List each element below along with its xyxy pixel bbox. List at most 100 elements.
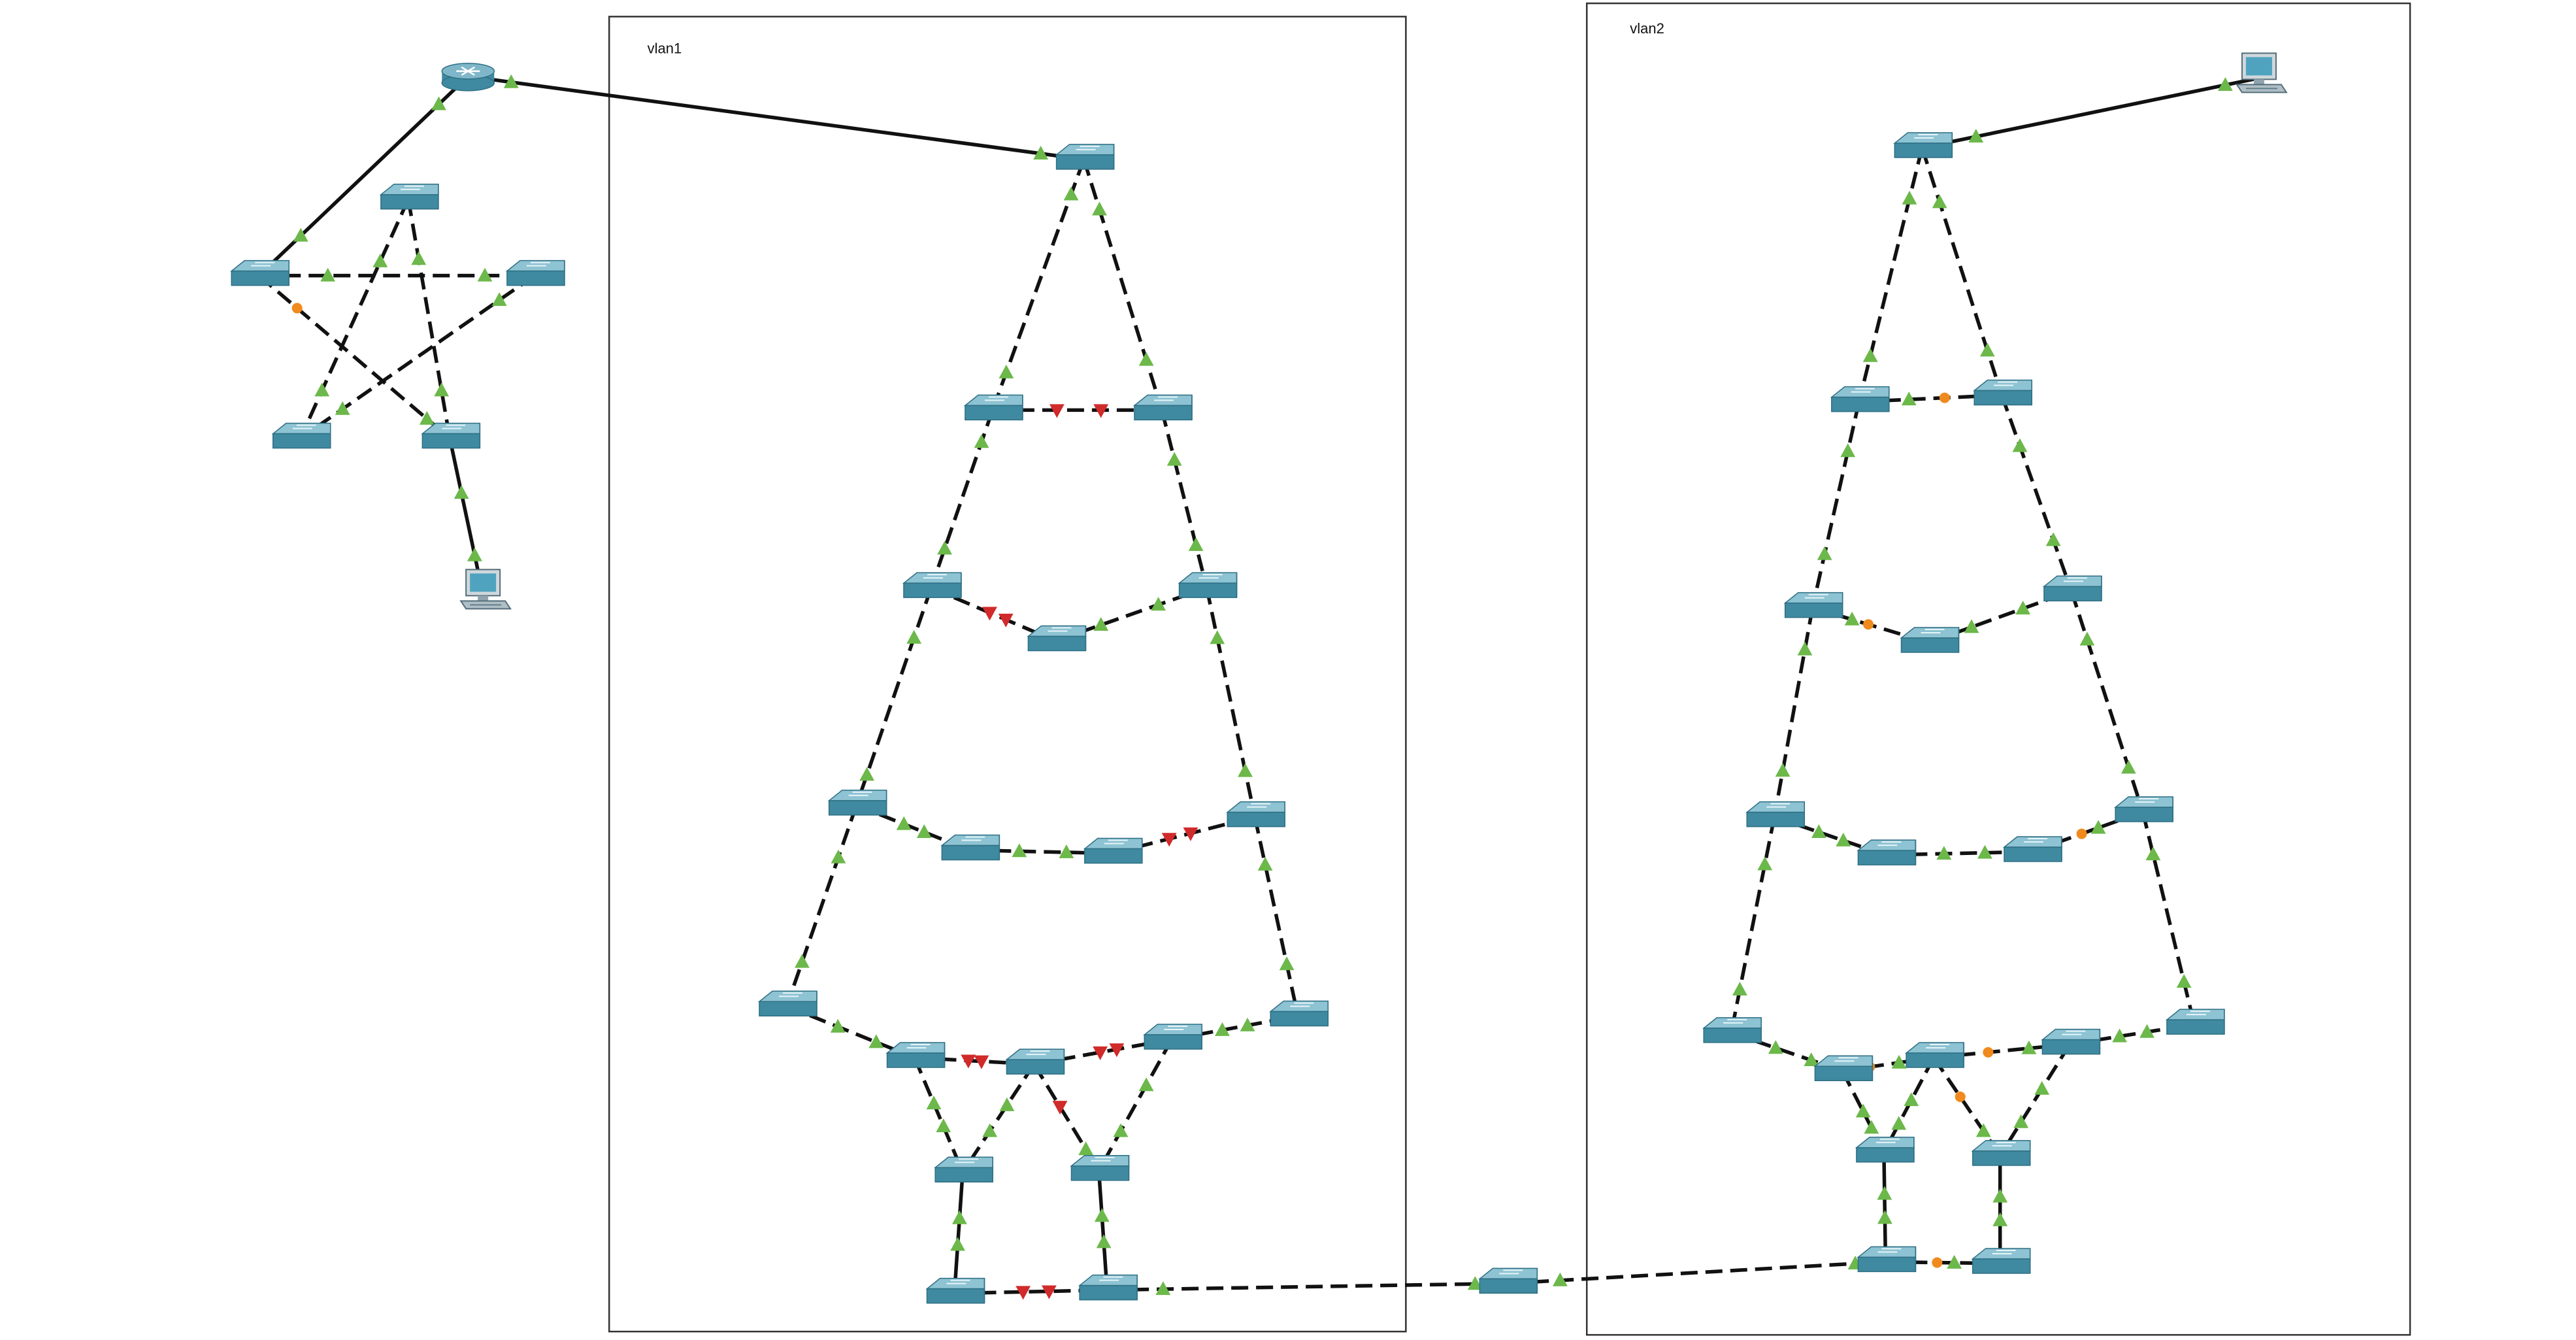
links-layer bbox=[257, 75, 2260, 1296]
link-status-up-icon bbox=[1975, 1123, 1991, 1137]
switch-icon[interactable] bbox=[1857, 839, 1917, 865]
link-B1-B3[interactable] bbox=[1810, 401, 1861, 609]
link-A1-A3[interactable] bbox=[929, 409, 995, 589]
switch-icon[interactable] bbox=[1055, 144, 1115, 170]
pc-icon[interactable] bbox=[459, 569, 512, 610]
switch-icon[interactable] bbox=[421, 422, 481, 449]
link-ST-SBL[interactable] bbox=[299, 198, 410, 439]
switch-icon[interactable] bbox=[1143, 1024, 1202, 1050]
link-B9-B14[interactable] bbox=[2141, 811, 2196, 1025]
link-status-blk-icon bbox=[1983, 1047, 1994, 1058]
switch-icon[interactable] bbox=[1813, 1055, 1874, 1082]
link-A0-A2[interactable] bbox=[1082, 159, 1164, 411]
switch-icon[interactable] bbox=[827, 790, 887, 816]
link-A15-A17[interactable] bbox=[952, 1172, 965, 1294]
switch-icon[interactable] bbox=[2114, 796, 2173, 822]
link-status-up-icon bbox=[419, 410, 435, 425]
link-A3-A6[interactable] bbox=[855, 587, 933, 806]
link-SL-SBR[interactable] bbox=[257, 274, 452, 440]
switch-icon[interactable] bbox=[757, 990, 817, 1016]
switch-icon[interactable] bbox=[1027, 625, 1087, 652]
switch-icon[interactable] bbox=[934, 1156, 993, 1182]
switch-icon[interactable] bbox=[963, 394, 1023, 421]
link-A2-A5[interactable] bbox=[1160, 409, 1209, 588]
zone-box-vlan1[interactable] bbox=[608, 16, 1407, 1333]
switch-icon[interactable] bbox=[1132, 394, 1193, 421]
switch-icon[interactable] bbox=[1745, 801, 1806, 828]
link-status-down-icon bbox=[998, 613, 1014, 628]
link-M-B17[interactable] bbox=[1507, 1260, 1886, 1286]
switch-icon[interactable] bbox=[2002, 836, 2062, 862]
switch-icon[interactable] bbox=[1226, 801, 1285, 828]
link-R-A0[interactable] bbox=[467, 75, 1084, 161]
link-B5-B9[interactable] bbox=[2070, 590, 2145, 812]
link-status-up-icon bbox=[1059, 844, 1074, 858]
link-A9-A14[interactable] bbox=[1253, 816, 1300, 1017]
link-status-up-icon bbox=[2090, 820, 2106, 834]
switch-icon[interactable] bbox=[1078, 1274, 1138, 1301]
link-SBR-PCL[interactable] bbox=[448, 437, 485, 595]
switch-icon[interactable] bbox=[2042, 575, 2102, 601]
switch-icon[interactable] bbox=[230, 260, 289, 286]
link-status-up-icon bbox=[1877, 1210, 1892, 1224]
link-B10-B11[interactable] bbox=[1730, 1031, 1843, 1073]
switch-icon[interactable] bbox=[1830, 386, 1890, 412]
link-A18-M[interactable] bbox=[1107, 1281, 1508, 1292]
link-status-up-icon bbox=[1811, 824, 1826, 839]
link-A13-A16[interactable] bbox=[1097, 1038, 1174, 1172]
switch-icon[interactable] bbox=[505, 260, 565, 286]
switch-icon[interactable] bbox=[1070, 1154, 1130, 1181]
link-status-down-icon bbox=[974, 1055, 989, 1069]
switch-icon[interactable] bbox=[1702, 1017, 1762, 1043]
pc-icon[interactable] bbox=[2236, 52, 2288, 93]
switch-icon[interactable] bbox=[1005, 1048, 1065, 1075]
switch-icon[interactable] bbox=[1904, 1042, 1964, 1068]
link-B15-B17[interactable] bbox=[1882, 1152, 1888, 1262]
switch-icon[interactable] bbox=[379, 184, 439, 210]
link-B8-B9[interactable] bbox=[2031, 810, 2144, 854]
switch-icon[interactable] bbox=[1478, 1267, 1538, 1294]
link-status-blk-icon bbox=[1863, 619, 1874, 630]
router-icon[interactable] bbox=[441, 63, 495, 92]
link-B17-B18[interactable] bbox=[1885, 1260, 2000, 1265]
switch-icon[interactable] bbox=[2041, 1028, 2101, 1055]
link-A5-A9[interactable] bbox=[1204, 587, 1257, 818]
switch-icon[interactable] bbox=[1178, 572, 1238, 598]
switch-icon[interactable] bbox=[1973, 379, 2032, 406]
switch-icon[interactable] bbox=[1083, 837, 1143, 864]
switch-icon[interactable] bbox=[1971, 1140, 2031, 1166]
link-status-up-icon bbox=[372, 253, 388, 267]
link-status-up-icon bbox=[2176, 974, 2192, 988]
link-B0-B1[interactable] bbox=[1857, 147, 1924, 403]
link-B12-B16[interactable] bbox=[1932, 1056, 2002, 1157]
link-B13-B16[interactable] bbox=[1998, 1043, 2072, 1157]
link-A12-A15[interactable] bbox=[961, 1063, 1036, 1173]
link-ST-SBR[interactable] bbox=[406, 199, 452, 439]
switch-icon[interactable] bbox=[1783, 592, 1843, 618]
switch-icon[interactable] bbox=[902, 572, 962, 598]
switch-icon[interactable] bbox=[1855, 1137, 1915, 1163]
switch-icon[interactable] bbox=[1269, 1000, 1329, 1027]
link-B3-B6[interactable] bbox=[1772, 607, 1815, 818]
switch-icon[interactable] bbox=[2165, 1009, 2225, 1035]
link-B6-B7[interactable] bbox=[1774, 815, 1887, 857]
link-A16-A18[interactable] bbox=[1097, 1170, 1109, 1290]
link-A0-A1[interactable] bbox=[991, 158, 1086, 411]
switch-icon[interactable] bbox=[1857, 1246, 1917, 1273]
link-A6-A10[interactable] bbox=[785, 804, 859, 1007]
link-A11-A15[interactable] bbox=[913, 1056, 965, 1173]
switch-icon[interactable] bbox=[925, 1277, 985, 1304]
switch-icon[interactable] bbox=[940, 834, 1000, 861]
switch-icon[interactable] bbox=[885, 1042, 946, 1068]
link-B6-B10[interactable] bbox=[1729, 816, 1776, 1033]
link-status-up-icon bbox=[434, 382, 450, 397]
link-B0-B2[interactable] bbox=[1920, 147, 2004, 396]
switch-icon[interactable] bbox=[271, 422, 331, 449]
zone-box-vlan2[interactable] bbox=[1585, 2, 2411, 1336]
switch-icon[interactable] bbox=[1900, 627, 1960, 653]
switch-icon[interactable] bbox=[1971, 1248, 2031, 1274]
switch-icon[interactable] bbox=[1893, 132, 1953, 158]
link-B2-B5[interactable] bbox=[2000, 394, 2073, 592]
link-status-down-icon bbox=[1109, 1043, 1125, 1058]
